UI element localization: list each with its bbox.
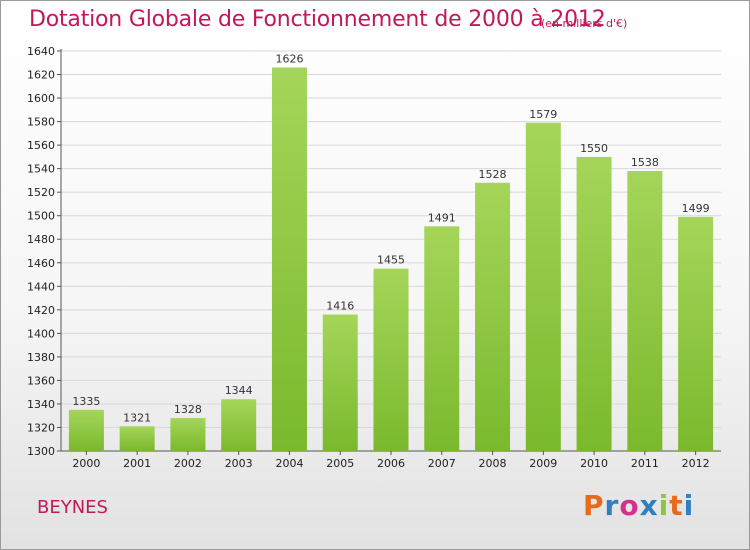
y-tick-label: 1300 (27, 445, 55, 458)
bar (373, 268, 409, 451)
logo-letter: P (583, 489, 605, 522)
bars (68, 67, 714, 452)
y-tick-label: 1580 (27, 116, 55, 129)
y-tick-label: 1600 (27, 92, 55, 105)
chart-subtitle: (en milliers d'€) (541, 17, 628, 30)
y-tick-label: 1480 (27, 233, 55, 246)
logo-letter: r (604, 489, 620, 522)
data-label: 1335 (72, 395, 100, 408)
y-tick-label: 1360 (27, 374, 55, 387)
data-label: 1538 (631, 156, 659, 169)
x-tick-label: 2005 (326, 457, 354, 470)
data-label: 1328 (174, 403, 202, 416)
x-tick-label: 2003 (225, 457, 253, 470)
y-tick-label: 1400 (27, 327, 55, 340)
logo-letter: x (639, 489, 659, 522)
data-label: 1626 (275, 52, 303, 65)
bar (678, 216, 714, 451)
x-tick-label: 2004 (275, 457, 303, 470)
data-label: 1499 (682, 202, 710, 215)
chart-title: Dotation Globale de Fonctionnement de 20… (29, 7, 606, 32)
x-tick-label: 2011 (631, 457, 659, 470)
y-tick-label: 1540 (27, 163, 55, 176)
commune-name: BEYNES (37, 497, 108, 518)
y-tick-label: 1640 (27, 45, 55, 58)
y-tick-label: 1500 (27, 210, 55, 223)
bar (119, 426, 155, 451)
x-tick-label: 2009 (529, 457, 557, 470)
data-label: 1528 (479, 168, 507, 181)
y-tick-label: 1620 (27, 69, 55, 82)
bar (475, 182, 511, 451)
bar (627, 171, 663, 451)
bar (68, 409, 104, 451)
y-tick-label: 1420 (27, 304, 55, 317)
x-tick-label: 2001 (123, 457, 151, 470)
data-label: 1455 (377, 254, 405, 267)
x-tick-label: 2012 (682, 457, 710, 470)
bar (170, 418, 206, 451)
bar (322, 314, 358, 451)
proxiti-logo[interactable]: Proxiti (583, 489, 694, 522)
data-label: 1491 (428, 211, 456, 224)
logo-letter: o (619, 489, 640, 522)
data-label: 1344 (225, 384, 253, 397)
x-tick-label: 2008 (479, 457, 507, 470)
x-tick-label: 2000 (72, 457, 100, 470)
x-tick-label: 2010 (580, 457, 608, 470)
logo-letter: i (658, 489, 670, 522)
x-tick-label: 2002 (174, 457, 202, 470)
y-tick-label: 1520 (27, 186, 55, 199)
bar (525, 122, 561, 451)
y-tick-label: 1460 (27, 257, 55, 270)
data-label: 1321 (123, 411, 151, 424)
logo-letter: t (669, 489, 684, 522)
bar (221, 399, 257, 451)
y-tick-label: 1380 (27, 351, 55, 364)
bar (271, 67, 307, 452)
y-tick-label: 1340 (27, 398, 55, 411)
data-label: 1579 (529, 108, 557, 121)
bar (576, 156, 612, 451)
bar (424, 226, 460, 451)
x-tick-label: 2007 (428, 457, 456, 470)
y-tick-label: 1440 (27, 280, 55, 293)
data-label: 1550 (580, 142, 608, 155)
x-tick-label: 2006 (377, 457, 405, 470)
data-label: 1416 (326, 300, 354, 313)
logo-letter: i (683, 489, 695, 522)
y-tick-label: 1320 (27, 421, 55, 434)
y-tick-label: 1560 (27, 139, 55, 152)
data-labels: 1335 1321 1328 1344 1626 1416 1455 1491 1528 1579… (72, 52, 709, 424)
